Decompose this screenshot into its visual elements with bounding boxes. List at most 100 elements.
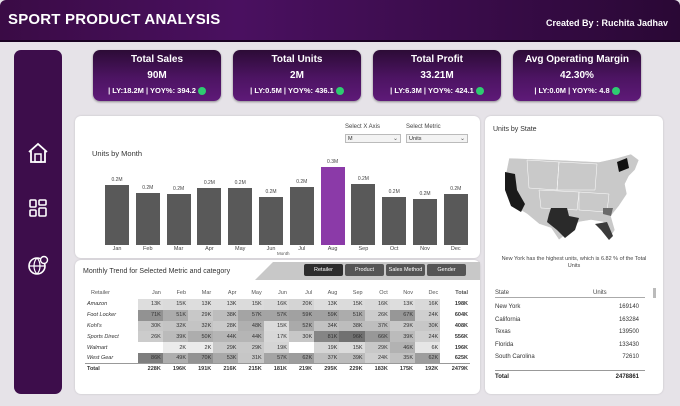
matrix-cell: 70K [188,352,214,364]
state-row[interactable]: California 163284 [495,315,645,327]
bar-sep[interactable] [351,184,376,245]
matrix-col-header[interactable]: Total [455,289,468,296]
matrix-col-header[interactable]: Jun [278,289,287,296]
matrix-col-header[interactable]: Oct [379,289,388,296]
matrix-col-header[interactable]: Jul [305,289,313,296]
matrix-cell: 62K [415,352,441,364]
state-units: 163284 [618,316,639,323]
state-row[interactable]: Florida 133430 [495,340,645,352]
bar-jan[interactable] [105,184,129,245]
row-label: Amazon [87,301,108,308]
matrix-cell: 24K [415,331,441,343]
matrix-cell: 15K [339,342,365,353]
matrix-cell: 15K [238,299,264,310]
matrix-cell: 32K [188,320,214,332]
state-row[interactable]: South Carolina 72610 [495,352,645,364]
state-row[interactable]: Texas 139500 [495,327,645,339]
matrix-cell: 38K [339,320,365,332]
status-dot-icon [197,87,206,96]
state-name: South Carolina [495,354,535,360]
kpi-total-units: Total Units 2M | LY:0.5M | YOY%: 436.1 [233,50,361,101]
matrix-col-header[interactable]: Sep [352,289,363,296]
matrix-col-header[interactable]: Apr [227,289,237,296]
bar-dec[interactable] [443,194,468,245]
select-x-axis-dropdown[interactable]: M ⌄ [345,134,401,143]
matrix-col-header[interactable]: Jan [151,289,161,296]
total-value: 2478861 [615,374,639,380]
row-label: Kohl's [87,322,102,329]
col-state[interactable]: State [495,290,510,296]
matrix-cell: 81K [314,331,340,343]
chevron-down-icon: ⌄ [392,136,398,142]
globe-settings-icon[interactable] [27,255,49,277]
matrix-cell: 44K [238,331,264,343]
matrix-cell: 31K [238,352,264,364]
table-row[interactable]: Walmart 2K 2K 29K 29K 19K 19K 15K 29K 46K 6K 196K [85,342,470,353]
matrix-col-header[interactable]: Nov [403,289,414,296]
scrollbar[interactable] [653,288,656,298]
bar-value-label: 0.2M [357,176,369,183]
matrix-col-header[interactable]: May [251,289,262,296]
total-row: Total 228K 196K 191K 216K 215K 181K 219K 295K 229… [85,363,470,375]
state-row[interactable]: New York 169140 [495,302,645,314]
total-label: Total [495,374,509,380]
table-row[interactable]: Amazon 13K 15K 13K 13K 15K 16K 20K 13K 15K 16K 13K 1… [85,299,470,310]
matrix-col-header[interactable]: Mar [201,289,212,296]
tab-product[interactable]: Product [345,264,384,276]
matrix-cell: 16K [415,299,441,310]
state-panel-title: Units by State [493,126,537,133]
bar-apr[interactable] [197,187,222,245]
state-insight-note: New York has the highest units, which is… [501,256,647,269]
chart-title: Units by Month [92,149,143,158]
select-metric-dropdown[interactable]: Units ⌄ [406,134,468,143]
select-metric-label: Select Metric [406,124,441,130]
state-name: Florida [495,341,514,348]
sidebar [14,50,62,394]
bar-jul[interactable] [289,187,314,245]
tab-gender[interactable]: Gender [427,264,466,276]
grid-icon[interactable] [27,197,49,219]
matrix-cell: 604K [454,312,468,319]
matrix-cell: 86K [137,352,163,364]
table-row[interactable]: West Gear 86K 49K 70K 53K 31K 57K 62K 37K 39K 24K 3… [85,352,470,364]
matrix-cell: 57K [263,352,289,364]
bar-nov[interactable] [413,198,437,245]
total-cell: Total [85,363,138,375]
bar-value-label: 0.2M [296,179,308,186]
bar-jun[interactable] [259,197,283,245]
kpi-sub: | LY:6.3M | YOY%: 424.1 [373,86,501,96]
matrix-cell: 196K [454,344,468,351]
status-dot-icon [335,87,344,96]
state-units: 72610 [622,354,639,360]
matrix-cell [138,342,163,353]
bar-feb[interactable] [135,193,160,245]
kpi-value: 42.30% [560,70,594,81]
kpi-value: 33.21M [420,70,454,81]
row-label: West Gear [87,355,114,362]
bar-may[interactable] [228,188,253,245]
table-row[interactable]: Kohl's 30K 32K 32K 28K 48K 15K 52K 34K 38K 37K 29K 3… [85,320,470,332]
matrix-cell: 29K [364,342,390,353]
matrix-col-header[interactable]: Feb [176,289,187,296]
col-units[interactable]: Units [593,290,607,296]
bar-value-label: 0.2M [450,186,462,193]
home-icon[interactable] [27,142,49,164]
matrix-col-header[interactable]: Aug [327,289,338,296]
kpi-total-sales: Total Sales 90M | LY:18.2M | YOY%: 394.2 [93,50,221,101]
tab-sales-method[interactable]: Sales Method [386,264,425,276]
total-cell: 216K [213,363,239,375]
us-map[interactable] [499,150,649,250]
table-row[interactable]: Foot Locker 71K 51K 29K 38K 57K 57K 59K 59K 51K 26… [85,309,470,321]
tab-retailer[interactable]: Retailer [304,264,343,276]
bar-mar[interactable] [166,194,191,245]
new-york-region [617,158,629,172]
matrix-cell: 59K [314,309,340,321]
matrix-col-header[interactable]: Dec [428,289,439,296]
bar-aug[interactable] [320,167,345,245]
x-tick-label: Apr [205,246,214,252]
texas-region [547,208,579,238]
matrix-cell: 13K [213,299,239,310]
bar-oct[interactable] [382,196,407,245]
table-row[interactable]: Sports Direct 26K 39K 50K 44K 44K 17K 30K 81K 96K… [85,331,470,343]
matrix-col-header[interactable]: Retailer [91,289,110,296]
